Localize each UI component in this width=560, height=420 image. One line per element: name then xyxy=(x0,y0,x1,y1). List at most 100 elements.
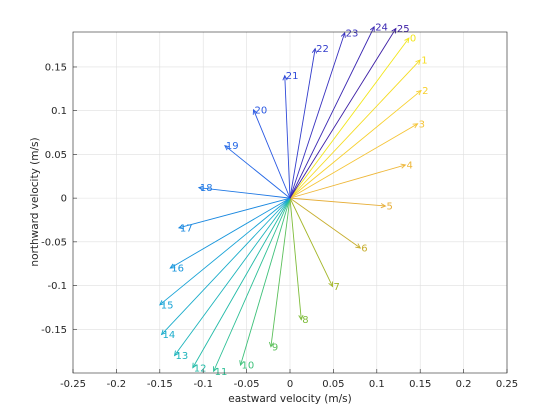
x-tick-label: 0 xyxy=(287,379,293,390)
x-tick-label: -0.2 xyxy=(107,379,127,390)
vector-8: 8 xyxy=(289,198,309,326)
vector-line xyxy=(289,59,421,199)
vector-label: 15 xyxy=(161,300,174,311)
x-tick-label: 0.2 xyxy=(456,379,472,390)
vector-line xyxy=(224,145,291,199)
x-axis-label: eastward velocity (m/s) xyxy=(228,393,351,405)
x-tick-label: 0.25 xyxy=(496,379,518,390)
vector-line xyxy=(169,197,291,269)
vector-19: 19 xyxy=(224,141,291,199)
vector-label: 0 xyxy=(410,34,416,45)
vector-line xyxy=(198,187,291,199)
vector-15: 15 xyxy=(158,197,291,311)
vector-line xyxy=(289,197,386,207)
vector-label: 9 xyxy=(272,342,278,353)
vector-13: 13 xyxy=(173,197,291,362)
vector-line xyxy=(289,164,406,199)
y-axis-ticks: -0.15 -0.1 -0.05 0 0.05 0.1 0.15 xyxy=(41,62,77,336)
vector-label: 21 xyxy=(286,71,299,82)
vector-arrowhead xyxy=(160,329,167,336)
vector-arrowhead xyxy=(328,281,333,288)
vector-arrowhead xyxy=(252,108,258,115)
x-tick-label: -0.15 xyxy=(147,379,173,390)
vector-12: 12 xyxy=(192,197,291,374)
vector-arrowhead xyxy=(282,74,288,81)
y-tick-label: 0.15 xyxy=(45,62,67,73)
vector-arrowhead xyxy=(416,89,422,96)
x-tick-label: 0.05 xyxy=(322,379,344,390)
vector-7: 7 xyxy=(289,197,340,293)
vector-label: 17 xyxy=(180,223,193,234)
y-tick-label: 0.1 xyxy=(51,106,67,117)
vector-0: 0 xyxy=(289,34,416,199)
vector-arrowhead xyxy=(415,59,421,65)
x-tick-label: -0.25 xyxy=(60,379,86,390)
vector-line xyxy=(213,197,291,372)
vector-label: 22 xyxy=(316,44,329,55)
vector-arrowhead xyxy=(268,341,275,348)
vector-arrowhead xyxy=(404,37,410,44)
vector-arrowhead xyxy=(239,360,245,367)
vector-1: 1 xyxy=(289,55,428,199)
vector-arrowhead xyxy=(197,185,204,191)
vector-line xyxy=(161,197,291,335)
vector-21: 21 xyxy=(282,71,299,199)
vector-9: 9 xyxy=(268,198,291,353)
vector-23: 23 xyxy=(289,28,359,199)
vector-series: 0123456789101112131415161718192021222324… xyxy=(158,22,428,378)
vector-line xyxy=(289,32,346,199)
vector-label: 3 xyxy=(419,119,425,130)
y-tick-label: 0 xyxy=(61,194,67,205)
vector-14: 14 xyxy=(160,197,291,341)
vector-arrowhead xyxy=(412,123,419,129)
vector-3: 3 xyxy=(289,119,425,199)
vector-label: 4 xyxy=(406,160,412,171)
vector-line xyxy=(289,37,410,199)
vector-label: 2 xyxy=(422,86,428,97)
vector-label: 8 xyxy=(302,315,308,326)
vector-17: 17 xyxy=(177,197,291,234)
vector-arrowhead xyxy=(355,243,362,249)
vector-line xyxy=(253,109,291,199)
vector-label: 6 xyxy=(361,243,367,254)
vector-label: 10 xyxy=(242,361,255,372)
vector-label: 25 xyxy=(397,24,410,35)
x-axis-ticks: -0.25 -0.2 -0.15 -0.1 -0.05 0 0.05 0.1 0.15 0.2 0.… xyxy=(60,369,518,390)
vector-line xyxy=(289,90,422,199)
vector-5: 5 xyxy=(289,197,393,212)
y-tick-label: -0.15 xyxy=(41,325,67,336)
vector-label: 18 xyxy=(200,183,213,194)
vector-20: 20 xyxy=(252,105,291,199)
vector-label: 11 xyxy=(215,367,228,378)
vector-label: 20 xyxy=(255,105,268,116)
vector-line xyxy=(289,197,333,287)
vector-arrowhead xyxy=(192,362,198,369)
vector-label: 24 xyxy=(375,22,388,33)
y-tick-label: -0.05 xyxy=(41,237,67,248)
vector-line xyxy=(192,197,291,368)
x-tick-label: 0.15 xyxy=(409,379,431,390)
vector-line xyxy=(270,198,291,347)
vector-label: 13 xyxy=(176,351,189,362)
vector-arrowhead xyxy=(369,25,375,32)
vector-arrowhead xyxy=(177,224,184,230)
vector-label: 1 xyxy=(421,55,427,66)
vector-label: 5 xyxy=(386,201,392,212)
vector-line xyxy=(289,48,316,199)
vector-label: 23 xyxy=(346,28,359,39)
vector-label: 16 xyxy=(171,264,184,275)
vector-18: 18 xyxy=(197,183,291,199)
vector-line xyxy=(289,198,302,320)
x-tick-label: -0.05 xyxy=(234,379,260,390)
vector-arrowhead xyxy=(311,47,318,54)
vector-2: 2 xyxy=(289,86,428,199)
x-tick-label: -0.1 xyxy=(193,379,213,390)
vector-4: 4 xyxy=(289,160,413,199)
vector-arrowhead xyxy=(380,203,387,209)
y-tick-label: -0.1 xyxy=(47,281,67,292)
vector-arrowhead xyxy=(158,300,165,306)
vector-line xyxy=(289,197,361,249)
vector-label: 19 xyxy=(226,141,239,152)
vector-24: 24 xyxy=(289,22,388,199)
